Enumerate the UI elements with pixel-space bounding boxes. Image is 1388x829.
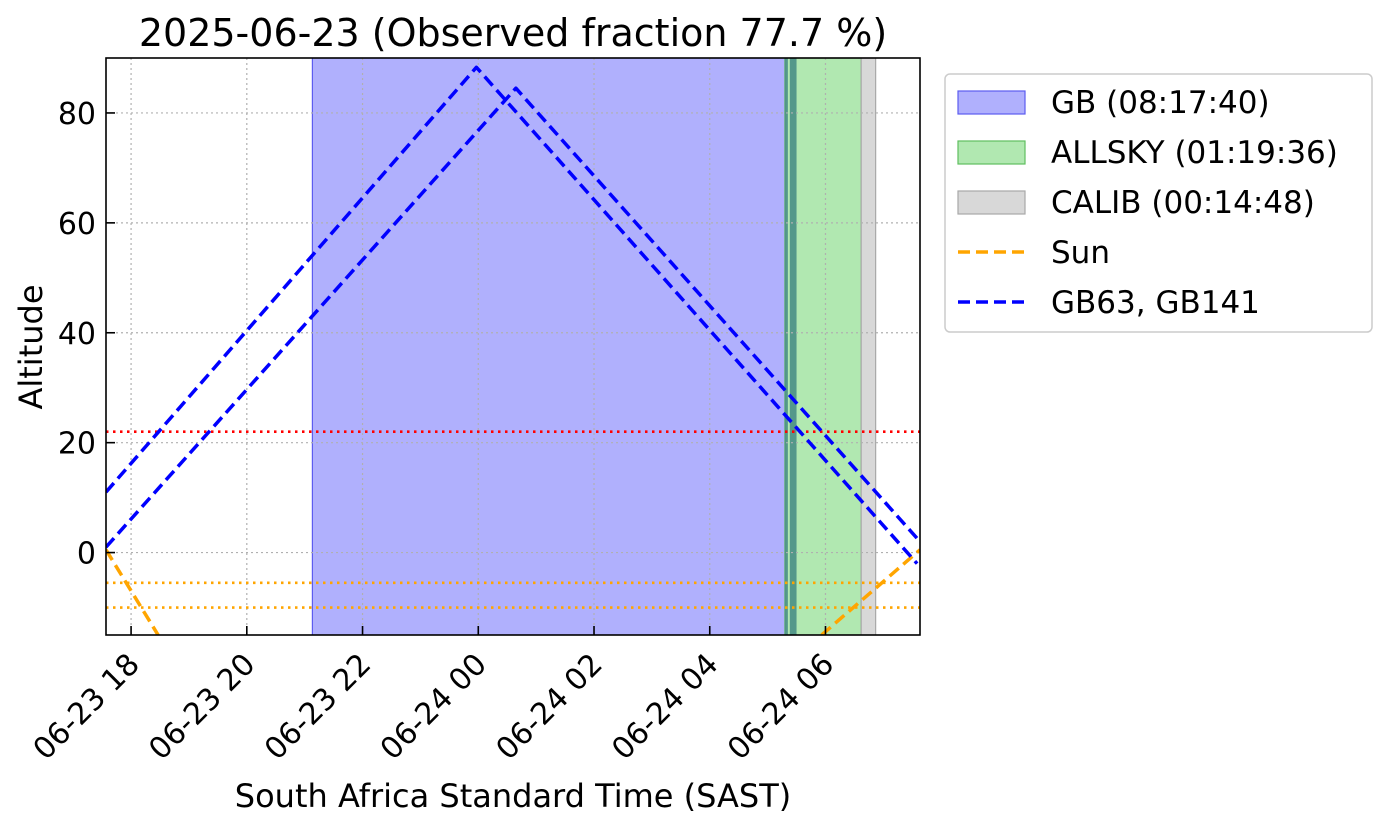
y-tick-label-3: 60 bbox=[58, 207, 96, 242]
span-2 bbox=[861, 58, 876, 635]
series-line-gb63-2 bbox=[106, 65, 919, 565]
y-tick-label-4: 80 bbox=[58, 97, 96, 132]
grid-layer bbox=[106, 58, 920, 635]
x-tick-label-5: 06-24 04 bbox=[605, 647, 725, 767]
series-line-sun-0 bbox=[106, 548, 160, 635]
series-line-sun-1 bbox=[820, 548, 920, 635]
y-axis-label: Altitude bbox=[12, 284, 50, 409]
legend-items: GB (08:17:40) ALLSKY (01:19:36) CALIB (00:… bbox=[957, 85, 1338, 321]
x-tick-label-0: 06-23 18 bbox=[27, 647, 147, 767]
x-tick-label-4: 06-24 02 bbox=[490, 647, 610, 767]
legend-label-3: Sun bbox=[1051, 235, 1110, 271]
series-layer bbox=[106, 65, 920, 635]
x-tick-label-1: 06-23 20 bbox=[142, 647, 262, 767]
x-tick-label-2: 06-23 22 bbox=[258, 647, 378, 767]
threshold-lines-layer bbox=[106, 430, 920, 609]
overlap-band-0 bbox=[784, 58, 788, 635]
series-line-gb141-3 bbox=[106, 86, 920, 549]
chart-title: 2025-06-23 (Observed fraction 77.7 %) bbox=[139, 11, 887, 55]
x-axis-label: South Africa Standard Time (SAST) bbox=[235, 777, 791, 815]
legend-swatch-2 bbox=[957, 190, 1026, 215]
legend: GB (08:17:40) ALLSKY (01:19:36) CALIB (00:… bbox=[944, 73, 1373, 333]
x-tick-label-3: 06-24 00 bbox=[374, 647, 494, 767]
span-1 bbox=[784, 58, 862, 635]
spans-layer bbox=[311, 58, 877, 635]
overlap-band-1 bbox=[789, 58, 797, 635]
y-axis-ticks: 0 20 40 60 80 bbox=[58, 97, 115, 572]
y-tick-label-0: 0 bbox=[77, 537, 96, 572]
x-tick-label-6: 06-24 06 bbox=[721, 647, 841, 767]
span-0 bbox=[312, 58, 785, 635]
legend-frame bbox=[944, 73, 1373, 333]
y-tick-label-1: 20 bbox=[58, 427, 96, 462]
legend-swatch-0 bbox=[957, 90, 1026, 115]
legend-label-1: ALLSKY (01:19:36) bbox=[1051, 135, 1338, 171]
plot-frame bbox=[105, 57, 921, 636]
legend-label-4: GB63, GB141 bbox=[1051, 285, 1260, 321]
legend-label-2: CALIB (00:14:48) bbox=[1051, 185, 1315, 221]
legend-swatch-1 bbox=[957, 140, 1026, 165]
plot-area bbox=[106, 58, 920, 635]
y-tick-label-2: 40 bbox=[58, 317, 96, 352]
legend-label-0: GB (08:17:40) bbox=[1051, 85, 1270, 121]
